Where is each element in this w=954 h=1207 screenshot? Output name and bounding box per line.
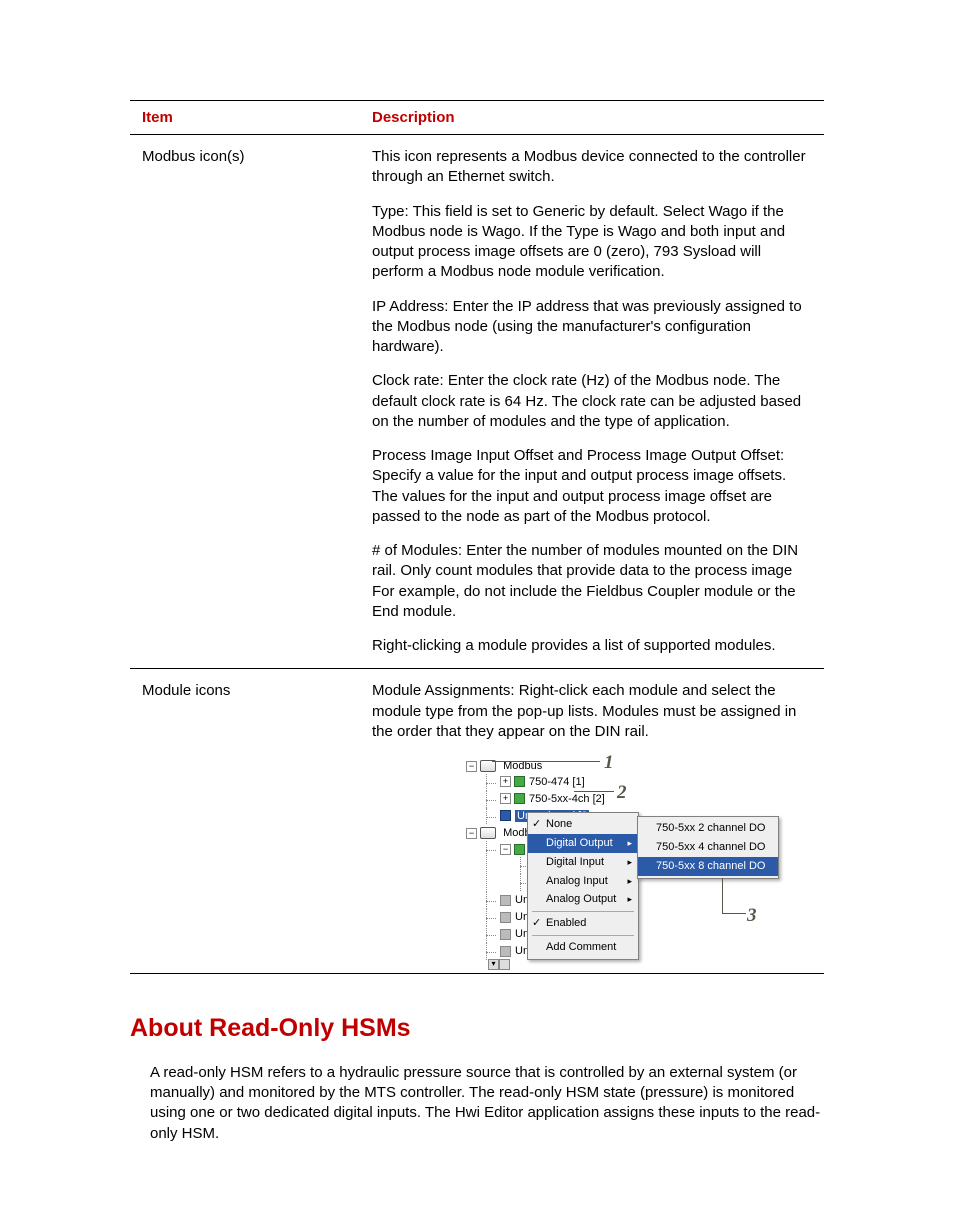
menu-item-analog-input[interactable]: Analog Input ▸ [528,872,638,891]
callout-2: 2 [617,780,627,806]
cell-description: This icon represents a Modbus device con… [360,135,824,669]
menu-item-none[interactable]: ✓ None [528,815,638,834]
cell-description: Module Assignments: Right-click each mod… [360,669,824,974]
menu-item-add-comment[interactable]: Add Comment [528,938,638,957]
tree-node-module[interactable]: +750-5xx-4ch [2] [482,791,812,808]
collapse-icon[interactable]: − [466,761,477,772]
callout-line [492,761,600,762]
module-icon [500,929,511,940]
paragraph: Right-clicking a module provides a list … [372,636,812,656]
module-icon [514,776,525,787]
module-icon [514,793,525,804]
module-tree-figure: 1 2 3 − Modbus +750-474 [1 [432,758,812,961]
modbus-icon [480,827,496,839]
paragraph: Process Image Input Offset and Process I… [372,446,812,527]
paragraph: IP Address: Enter the IP address that wa… [372,297,812,358]
check-icon: ✓ [532,916,541,931]
menu-label: Analog Output [546,893,616,905]
module-icon [500,912,511,923]
submenu-arrow-icon: ▸ [627,837,632,849]
submenu: 750-5xx 2 channel DO 750-5xx 4 channel D… [637,816,779,879]
check-icon: ✓ [532,817,541,832]
expand-icon[interactable]: + [500,776,511,787]
menu-label: 750-5xx 4 channel DO [656,841,765,853]
paragraph: Type: This field is set to Generic by de… [372,202,812,283]
paragraph: Clock rate: Enter the clock rate (Hz) of… [372,371,812,432]
tree-node-module[interactable]: +750-474 [1] [482,774,812,791]
menu-item-enabled[interactable]: ✓ Enabled [528,914,638,933]
submenu-item[interactable]: 750-5xx 4 channel DO [638,838,778,857]
menu-label: None [546,818,572,830]
submenu-arrow-icon: ▸ [627,875,632,887]
paragraph: This icon represents a Modbus device con… [372,147,812,188]
module-icon [514,844,525,855]
menu-label: Digital Input [546,856,604,868]
menu-label: 750-5xx 8 channel DO [656,860,765,872]
callout-line [722,913,746,914]
submenu-item[interactable]: 750-5xx 2 channel DO [638,819,778,838]
submenu-arrow-icon: ▸ [627,856,632,868]
callout-line [722,878,723,913]
collapse-icon[interactable]: − [500,844,511,855]
paragraph: Module Assignments: Right-click each mod… [372,681,812,742]
section-heading: About Read-Only HSMs [130,1014,824,1043]
table-header-row: Item Description [130,101,824,135]
submenu-item[interactable]: 750-5xx 8 channel DO [638,857,778,876]
reference-table: Item Description Modbus icon(s) This ico… [130,100,824,974]
expand-icon[interactable]: + [500,793,511,804]
scrollbar-stub[interactable]: ▾ [488,956,510,966]
menu-item-digital-input[interactable]: Digital Input ▸ [528,853,638,872]
module-icon [500,895,511,906]
menu-separator [532,935,634,936]
submenu-arrow-icon: ▸ [627,893,632,905]
menu-separator [532,911,634,912]
col-header-item: Item [130,101,360,135]
table-row: Modbus icon(s) This icon represents a Mo… [130,135,824,669]
collapse-icon[interactable]: − [466,828,477,839]
cell-item: Module icons [130,669,360,974]
cell-item: Modbus icon(s) [130,135,360,669]
paragraph: # of Modules: Enter the number of module… [372,541,812,622]
node-label: 750-5xx-4ch [2] [529,793,605,805]
menu-item-analog-output[interactable]: Analog Output ▸ [528,890,638,909]
node-label: 750-474 [1] [529,776,585,788]
menu-label: Enabled [546,917,586,929]
callout-1: 1 [604,750,614,776]
menu-label: 750-5xx 2 channel DO [656,822,765,834]
callout-3: 3 [747,903,757,929]
page: Item Description Modbus icon(s) This ico… [0,0,954,1204]
table-row: Module icons Module Assignments: Right-c… [130,669,824,974]
context-menu: ✓ None Digital Output ▸ Digital Input ▸ Ana… [527,812,639,960]
module-icon [500,810,511,821]
menu-label: Analog Input [546,875,608,887]
callout-line [574,791,614,792]
col-header-description: Description [360,101,824,135]
menu-label: Digital Output [546,837,613,849]
section-body: A read-only HSM refers to a hydraulic pr… [130,1063,824,1144]
menu-label: Add Comment [546,941,616,953]
menu-item-digital-output[interactable]: Digital Output ▸ [528,834,638,853]
